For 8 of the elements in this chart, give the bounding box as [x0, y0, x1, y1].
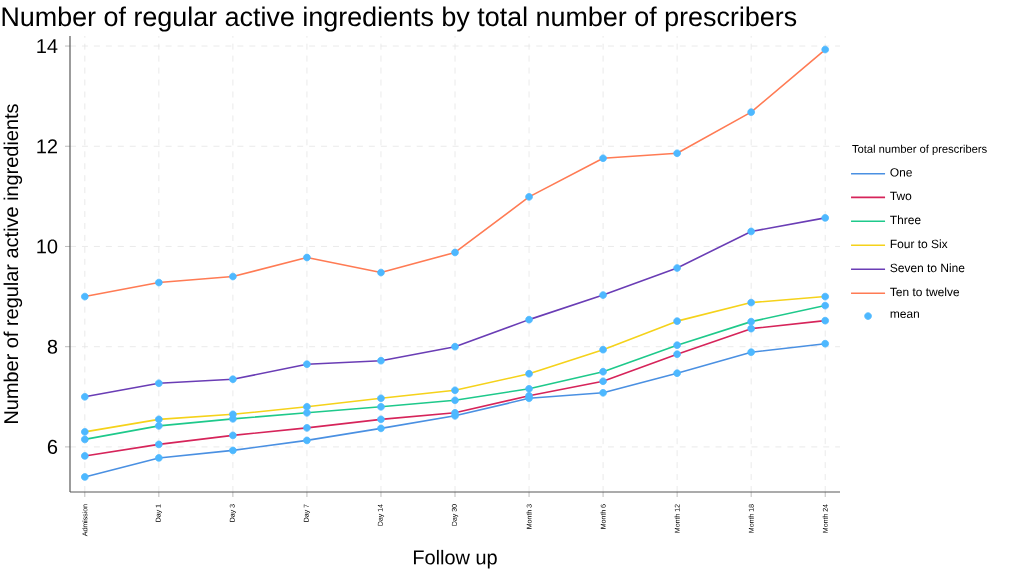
y-tick-label: 12 — [37, 139, 57, 154]
chart-title: Number of regular active ingredients by total number of prescribers — [2, 6, 797, 32]
y-tick-label: 10 — [37, 239, 58, 254]
y-tick-label: 14 — [37, 39, 58, 53]
x-axis-title: Follow up — [413, 549, 497, 569]
y-tick-label: 6 — [47, 439, 58, 454]
y-axis-title: Number of regular active ingredients — [3, 104, 23, 423]
y-tick-label: 8 — [47, 339, 58, 354]
